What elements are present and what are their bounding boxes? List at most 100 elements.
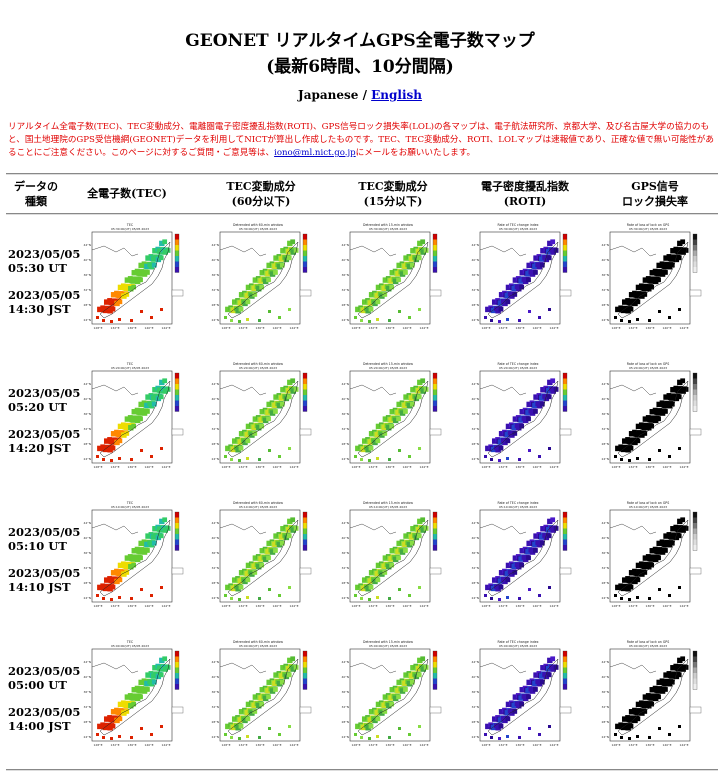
map-cell	[151, 395, 157, 401]
map-cell	[625, 447, 631, 453]
map-lon-label: 144°E	[161, 743, 170, 747]
map-cell	[519, 409, 525, 415]
map-cell	[532, 541, 538, 548]
map-cell	[262, 556, 269, 563]
map-island-cell	[678, 725, 681, 728]
map-lon-label: 144°E	[289, 743, 298, 747]
map-lat-label: 40°N	[471, 397, 479, 401]
map-island-cell	[490, 736, 493, 739]
map-cell	[258, 417, 264, 423]
map-d15-4[interactable]: Detrended with 15-min window 05:00:00(UT)…	[338, 639, 448, 749]
map-roti-2[interactable]: Rate of TEC change index 05:20:00(UT) 05/…	[468, 361, 578, 471]
map-cell	[259, 423, 265, 429]
map-cell	[533, 255, 539, 261]
map-cell	[545, 249, 552, 255]
map-lol-4[interactable]: Rate of loss of lock on GPS 05:00:00(UT) …	[598, 639, 708, 749]
map-tec-3[interactable]: TEC 05:10:00(UT) 05/05 2023 44°N 40°N 36°N 32…	[80, 500, 190, 610]
map-cell	[656, 555, 661, 561]
map-tec-2[interactable]: TEC 05:20:00(UT) 05/05 2023 44°N 40°N 36°N 32…	[80, 361, 190, 471]
map-cell	[138, 401, 144, 408]
map-d15-3[interactable]: Detrended with 15-min window 05:10:00(UT)…	[338, 500, 448, 610]
map-island-cell	[268, 588, 271, 591]
map-cell	[244, 293, 251, 299]
map-cell	[266, 555, 271, 561]
row-3-ut-date: 2023/05/05	[8, 525, 81, 539]
english-link[interactable]: English	[371, 88, 422, 102]
map-timestamp: 05:30:00(UT) 05/05 2023	[369, 227, 407, 231]
map-cell	[659, 410, 666, 416]
map-cell	[141, 688, 148, 694]
map-cell	[272, 680, 278, 687]
map-island-cell	[538, 733, 541, 736]
map-cell	[550, 666, 556, 672]
map-cell	[505, 299, 511, 305]
map-lol-1[interactable]: Rate of loss of lock on GPS 05:30:00(UT) …	[598, 222, 708, 332]
map-colorbar-step	[693, 395, 697, 401]
map-cell	[152, 665, 158, 671]
map-cell	[381, 424, 387, 431]
map-cell	[519, 548, 525, 554]
map-lon-label: 144°E	[549, 604, 558, 608]
map-island-cell	[528, 449, 531, 452]
map-cell	[533, 270, 538, 275]
map-cell	[656, 262, 662, 269]
map-cell	[124, 431, 130, 436]
map-cell	[251, 702, 257, 709]
map-cell	[525, 410, 531, 416]
map-cell	[249, 432, 255, 438]
map-timestamp: 05:00:00(UT) 05/05 2023	[239, 644, 277, 648]
map-d60-2[interactable]: Detrended with 60-min window 05:20:00(UT)…	[208, 361, 318, 471]
map-lol-2[interactable]: Rate of loss of lock on GPS 05:20:00(UT) …	[598, 361, 708, 471]
map-cell	[547, 518, 553, 525]
map-cell	[110, 709, 117, 715]
map-cell	[642, 416, 649, 422]
map-cell	[641, 702, 647, 709]
map-lat-label: 32°N	[211, 288, 219, 292]
map-lat-label: 32°N	[341, 705, 349, 709]
map-d60-4[interactable]: Detrended with 60-min window 05:00:00(UT)…	[208, 639, 318, 749]
map-cell	[368, 709, 375, 715]
map-timestamp: 05:10:00(UT) 05/05 2023	[629, 505, 667, 509]
map-lat-label: 32°N	[601, 705, 609, 709]
map-cell	[410, 387, 416, 393]
map-roti-4[interactable]: Rate of TEC change index 05:00:00(UT) 05/…	[468, 639, 578, 749]
map-cell	[649, 409, 655, 415]
map-d60-3[interactable]: Detrended with 60-min window 05:10:00(UT)…	[208, 500, 318, 610]
map-roti-3[interactable]: Rate of TEC change index 05:10:00(UT) 05/…	[468, 500, 578, 610]
contact-email-link[interactable]: iono@ml.nict.go.jp	[274, 148, 356, 158]
map-lon-label: 144°E	[679, 743, 688, 747]
map-island-cell	[498, 320, 501, 323]
map-cell	[642, 694, 649, 700]
map-cell	[420, 378, 426, 384]
map-island-cell	[110, 737, 113, 740]
map-cell	[124, 694, 131, 700]
map-cell	[360, 446, 367, 453]
map-colorbar-step	[175, 528, 179, 534]
map-tec-4[interactable]: TEC 05:00:00(UT) 05/05 2023 44°N 40°N 36°N 32…	[80, 639, 190, 749]
map-roti-1[interactable]: Rate of TEC change index 05:30:00(UT) 05/…	[468, 222, 578, 332]
map-cell	[123, 285, 129, 292]
map-colorbar-step	[175, 400, 179, 406]
map-d60-1[interactable]: Detrended with 60-min window 05:30:00(UT)…	[208, 222, 318, 332]
map-cell	[155, 534, 162, 541]
map-cell	[677, 240, 683, 247]
map-cell	[395, 688, 401, 694]
map-cell	[625, 308, 631, 314]
map-lat-label: 28°N	[83, 720, 91, 724]
map-d15-2[interactable]: Detrended with 15-min window 05:20:00(UT)…	[338, 361, 448, 471]
map-lon-label: 136°E	[385, 326, 394, 330]
map-cell	[516, 564, 522, 570]
map-lol-3[interactable]: Rate of loss of lock on GPS 05:10:00(UT) …	[598, 500, 708, 610]
header-roti-line2: (ROTI)	[503, 195, 547, 208]
map-cell	[656, 679, 662, 686]
map-cell	[159, 379, 165, 386]
map-cell	[675, 388, 682, 394]
map-cell	[395, 271, 401, 277]
map-cell	[368, 723, 374, 729]
map-tec-1[interactable]: TEC 05:30:00(UT) 05/05 2023 44°N 40°N 36°N 32…	[80, 222, 190, 332]
map-cell	[518, 695, 524, 701]
map-cell	[273, 548, 278, 553]
map-d15-1[interactable]: Detrended with 15-min window 05:30:00(UT)…	[338, 222, 448, 332]
map-lon-label: 144°E	[419, 465, 428, 469]
